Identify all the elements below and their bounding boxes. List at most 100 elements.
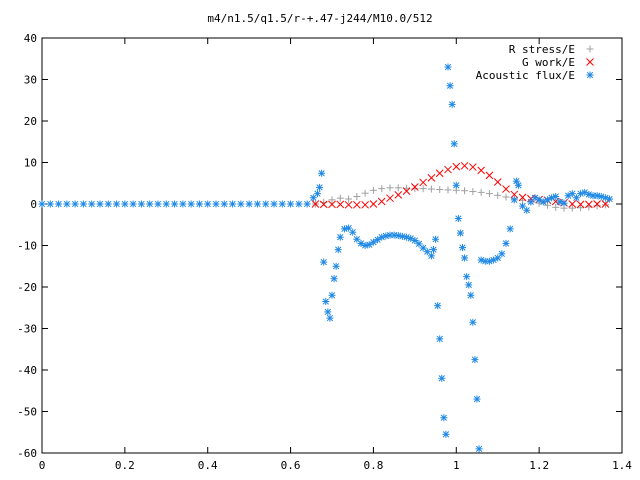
- data-point: [485, 257, 493, 265]
- data-point: [328, 291, 336, 299]
- data-point: [427, 174, 436, 182]
- data-point: [485, 190, 493, 198]
- data-point: [436, 185, 444, 193]
- data-point: [316, 183, 324, 191]
- data-point: [444, 63, 452, 71]
- legend-marker: [586, 71, 594, 79]
- data-point: [154, 200, 162, 208]
- data-point: [88, 200, 96, 208]
- data-point: [601, 201, 609, 209]
- data-point: [485, 171, 494, 180]
- data-point: [568, 204, 576, 212]
- data-point: [287, 200, 295, 208]
- data-point: [432, 235, 440, 243]
- y-tick-label: -60: [17, 447, 37, 460]
- data-point: [245, 200, 253, 208]
- data-point: [129, 200, 137, 208]
- data-point: [38, 200, 46, 208]
- data-point: [295, 200, 303, 208]
- y-tick-label: -50: [17, 406, 37, 419]
- data-point: [456, 229, 464, 237]
- data-point: [438, 374, 446, 382]
- data-point: [469, 163, 477, 171]
- data-point: [314, 190, 321, 198]
- data-point: [585, 200, 593, 209]
- data-point: [548, 194, 556, 202]
- data-point: [518, 193, 527, 202]
- data-point: [340, 225, 348, 233]
- data-point: [494, 191, 502, 199]
- data-point: [377, 197, 386, 206]
- data-point: [328, 200, 336, 209]
- data-point: [454, 215, 462, 223]
- data-point: [146, 200, 154, 208]
- x-tick-label: 1.2: [529, 459, 549, 472]
- data-point: [593, 202, 601, 210]
- data-point: [369, 186, 377, 194]
- x-tick-label: 0.4: [198, 459, 218, 472]
- legend-label: G work/E: [522, 56, 575, 69]
- data-point: [577, 204, 585, 212]
- data-point: [467, 291, 475, 299]
- data-point: [527, 198, 535, 206]
- y-tick-label: 30: [24, 74, 37, 87]
- data-point: [137, 200, 145, 208]
- data-point: [440, 414, 448, 422]
- series-layer: [38, 63, 614, 453]
- data-point: [444, 186, 452, 194]
- data-point: [326, 314, 334, 322]
- data-point: [552, 193, 560, 201]
- y-tick-label: -20: [17, 281, 37, 294]
- data-point: [463, 273, 471, 281]
- data-point: [510, 190, 519, 199]
- data-point: [461, 187, 469, 195]
- data-point: [427, 185, 435, 193]
- data-point: [322, 298, 330, 306]
- data-point: [577, 190, 585, 198]
- data-point: [179, 200, 187, 208]
- data-point: [212, 200, 220, 208]
- data-point: [539, 198, 547, 206]
- data-point: [411, 237, 419, 245]
- data-point: [104, 200, 112, 208]
- data-point: [187, 200, 195, 208]
- data-point: [253, 200, 261, 208]
- data-point: [459, 244, 466, 252]
- data-point: [386, 184, 394, 192]
- data-point: [502, 185, 510, 193]
- y-tick-label: -30: [17, 323, 37, 336]
- data-point: [510, 196, 518, 204]
- data-point: [303, 200, 311, 208]
- data-point: [361, 189, 369, 197]
- data-point: [319, 200, 328, 209]
- data-point: [411, 185, 419, 193]
- data-point: [475, 445, 483, 453]
- data-point: [332, 262, 340, 270]
- data-point: [349, 228, 357, 236]
- data-point: [318, 169, 326, 177]
- data-point: [514, 181, 522, 189]
- data-point: [446, 82, 454, 90]
- data-point: [204, 200, 212, 208]
- data-point: [560, 199, 568, 207]
- data-point: [96, 200, 104, 208]
- data-point: [444, 165, 452, 174]
- data-point: [334, 246, 342, 254]
- data-point: [320, 258, 328, 266]
- data-point: [434, 302, 442, 310]
- data-point: [461, 254, 469, 262]
- legend-marker: [586, 45, 594, 53]
- data-point: [473, 395, 481, 403]
- data-point: [237, 200, 245, 208]
- data-point: [419, 178, 427, 187]
- plot-frame: [41, 37, 623, 454]
- data-point: [419, 185, 427, 193]
- data-point: [502, 193, 510, 201]
- data-point: [369, 200, 378, 208]
- data-point: [386, 194, 394, 203]
- data-point: [469, 318, 477, 326]
- data-point: [344, 200, 353, 209]
- data-point: [278, 200, 286, 208]
- data-point: [568, 200, 577, 208]
